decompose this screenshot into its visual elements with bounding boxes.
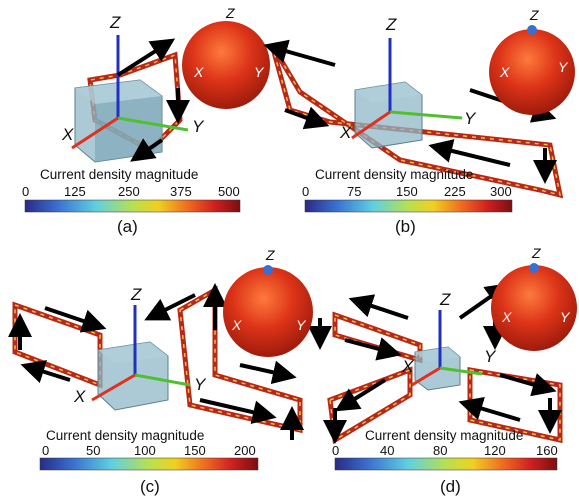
sphere-z-label-b: Z (529, 7, 539, 23)
z-label-d: Z (439, 290, 451, 309)
panel-label-c: (c) (140, 477, 160, 496)
sphere-y-label-a: Y (254, 64, 265, 80)
radiation-pattern-sphere-d (491, 265, 577, 351)
current-arrow (144, 293, 196, 321)
tick-label: 125 (64, 184, 86, 199)
current-arrow (263, 39, 336, 67)
tick-label: 250 (118, 184, 140, 199)
y-axis-c (134, 373, 191, 387)
panel-b: Z Y X Z X Y Current density magnitude 0 … (263, 7, 575, 236)
x-label-d: X (401, 357, 414, 376)
colorbar-b (304, 199, 513, 213)
current-arrow (20, 360, 71, 384)
x-label-a: X (61, 125, 74, 144)
tick-label: 100 (134, 443, 156, 458)
tick-label: 0 (22, 184, 29, 199)
panel-d: Z Y X Z X Y Current density magnitude 0 … (323, 245, 577, 496)
sphere-x-label-a: X (193, 64, 204, 80)
z-label-b: Z (385, 15, 397, 34)
x-axis-d (411, 366, 441, 387)
current-arrow (116, 38, 176, 77)
radiation-pattern-sphere-b (489, 29, 575, 115)
sphere-z-label-c: Z (265, 247, 275, 263)
x-axis-b (351, 110, 391, 140)
tick-label: 500 (218, 184, 240, 199)
sphere-y-label-c: Y (296, 317, 307, 333)
tick-label: 150 (184, 443, 206, 458)
tick-label: 80 (433, 443, 447, 458)
current-arrow (284, 106, 330, 130)
y-axis-b (389, 110, 463, 120)
current-arrow (239, 360, 297, 385)
current-arrow (348, 294, 409, 320)
current-arrow (130, 138, 164, 162)
radiation-pattern-sphere-a (182, 21, 270, 109)
z-label-c: Z (130, 285, 142, 304)
tick-label: 40 (380, 443, 394, 458)
tick-label: 225 (444, 184, 466, 199)
coil-d-topleft (332, 311, 423, 364)
sphere-y-label-d: Y (560, 309, 571, 325)
colorbar-d (334, 457, 558, 471)
colorbar-title-b: Current density magnitude (315, 167, 473, 182)
sphere-x-label-d: X (501, 309, 512, 325)
tick-label: 0 (332, 443, 339, 458)
z-label-a: Z (109, 13, 121, 32)
current-arrow (499, 373, 557, 397)
tick-label: 375 (170, 184, 192, 199)
tick-label: 120 (484, 443, 506, 458)
radiation-pattern-sphere-c (223, 267, 313, 357)
x-label-c: X (73, 387, 86, 406)
sphere-z-label-d: Z (531, 245, 541, 261)
tick-label: 300 (490, 184, 512, 199)
current-arrow (458, 396, 521, 422)
panel-label-a: (a) (117, 217, 138, 236)
sphere-y-label-b: Y (558, 59, 569, 75)
panel-label-b: (b) (395, 217, 416, 236)
sphere-x-label-c: X (231, 317, 242, 333)
current-arrow (44, 306, 107, 333)
sphere-x-label-b: X (499, 64, 510, 80)
current-arrow (428, 139, 511, 167)
colorbar-c (39, 457, 259, 471)
colorbar-title-a: Current density magnitude (40, 167, 198, 182)
tick-label: 75 (347, 184, 361, 199)
y-label-d: Y (484, 347, 497, 366)
current-arrow (344, 337, 402, 361)
tick-label: 200 (234, 443, 256, 458)
y-label-c: Y (194, 375, 207, 394)
colorbar-a (24, 199, 241, 213)
tick-label: 50 (86, 443, 100, 458)
colorbar-title-c: Current density magnitude (46, 428, 204, 443)
panel-c: Z Y X Z X Y Current density magnitude 0 … (8, 247, 332, 496)
y-axis-a (117, 116, 189, 132)
tick-label: 150 (396, 184, 418, 199)
current-arrow (199, 398, 277, 424)
x-axis-c (91, 373, 136, 402)
tick-label: 160 (536, 443, 558, 458)
x-axis-a (71, 116, 119, 150)
coil-c-left (12, 301, 103, 389)
current-arrow (334, 378, 387, 412)
y-axis-d (439, 366, 483, 376)
sphere-z-label-a: Z (225, 5, 235, 21)
colorbar-title-d: Current density magnitude (365, 428, 523, 443)
y-label-a: Y (192, 117, 205, 136)
y-label-b: Y (464, 109, 477, 128)
panel-a: Z Y X Z X Y Current density magnitude 0 … (22, 5, 270, 236)
tick-label: 0 (42, 443, 49, 458)
x-label-b: X (339, 123, 352, 142)
panel-label-d: (d) (440, 477, 461, 496)
tick-label: 0 (302, 184, 309, 199)
